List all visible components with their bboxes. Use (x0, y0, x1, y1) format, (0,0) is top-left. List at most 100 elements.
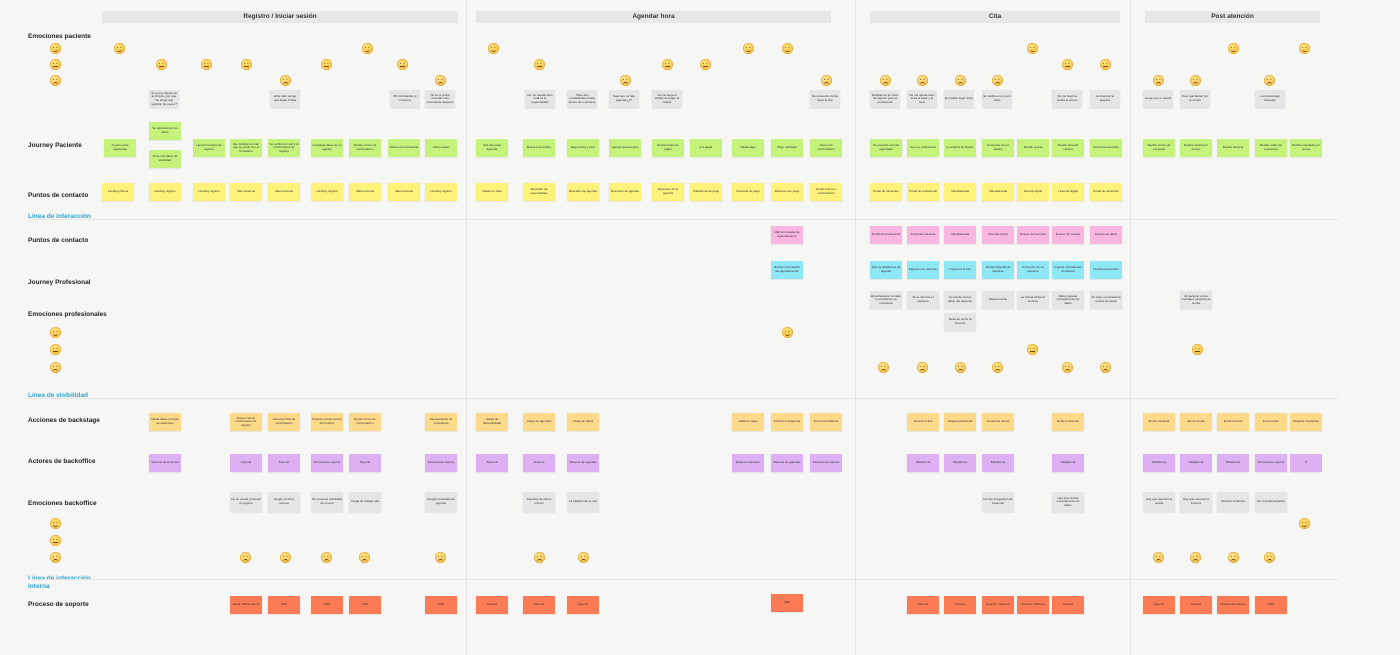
sticky-note-puntos-contacto-1: Landing registro (311, 183, 343, 201)
sticky-note-proceso-soporte: Soporte (907, 596, 939, 614)
neutral-face-icon (50, 59, 61, 70)
line-of-visibility-label: Línea de visibilidad (28, 392, 88, 399)
worried-face-icon (620, 75, 631, 86)
worried-face-icon (992, 362, 1003, 373)
smiling-face-icon (50, 43, 61, 54)
sticky-note-paciente-comments: No encuentro cómo dejar la cita (810, 90, 840, 108)
sticky-note-actores-backoffice: Personal de soporte (311, 454, 343, 472)
sticky-note-journey-paciente: Recibe correo de confirmación (349, 139, 381, 157)
sticky-note-journey-paciente: Correo de confirmación (810, 139, 842, 157)
sticky-note-puntos-contacto-1: Videollamada (944, 183, 976, 201)
sticky-note-puntos-contacto-1: Landing registro (149, 183, 181, 201)
sticky-note-profesional-comments: No sabe si el paciente recibió la receta (1090, 291, 1122, 309)
sticky-note-proceso-soporte: Mail (1255, 596, 1287, 614)
sticky-note-profesional-comments: Tarda en emitir la licencia (944, 313, 976, 331)
sticky-note-journey-paciente: Se equivocó en los datos (149, 122, 181, 140)
sticky-note-actores-backoffice: Plataforma (982, 454, 1014, 472)
neutral-face-icon (50, 535, 61, 546)
sticky-note-proceso-soporte: Mail (425, 596, 457, 614)
sticky-note-puntos-contacto-1: Pasarela de pago (732, 183, 764, 201)
row-label-journey-profesional: Journey Profesional (28, 279, 91, 286)
sticky-note-proceso-soporte: Soporte / Sistema (1017, 596, 1049, 614)
worried-face-icon (1228, 552, 1239, 563)
sticky-note-paciente-comments: No me llega el código del pago al celula… (652, 90, 682, 108)
sticky-note-acciones-backstage: Envía orden (1255, 413, 1287, 431)
sticky-note-journey-paciente: Busca a su doctor (523, 139, 555, 157)
sticky-note-acciones-backstage: Carga de disponibilidad (476, 413, 508, 431)
row-label-acciones-backstage: Acciones de backstage (28, 417, 100, 424)
smiling-face-icon (114, 43, 125, 54)
worried-face-icon (321, 552, 332, 563)
sticky-note-acciones-backstage: Envía mail de confirmación de registro (230, 413, 262, 431)
sticky-note-actores-backoffice: Plataforma (944, 454, 976, 472)
sticky-note-puntos-contacto-2: Portal del profesional (870, 226, 902, 244)
sticky-note-journey-paciente: Recibe licencia médica (1052, 139, 1084, 157)
sticky-note-acciones-backstage: Valida datos en base de pacientes (149, 413, 181, 431)
sticky-note-proceso-soporte: Soporte (523, 596, 555, 614)
sticky-note-actores-backoffice: Sistema financiero (732, 454, 764, 472)
sticky-note-backoffice-comments: Cargas manuales de agenda (425, 492, 457, 512)
sticky-note-profesional-comments: Debe ingresar manualmente los datos (1052, 291, 1084, 309)
worried-face-icon (50, 75, 61, 86)
row-label-puntos-contacto: Puntos de contacto (28, 192, 89, 199)
smiling-face-icon (50, 327, 61, 338)
sticky-note-puntos-contacto-2: Emisor de licencias (1017, 226, 1049, 244)
sticky-note-journey-paciente: Elige fecha y hora (567, 139, 599, 157)
worried-face-icon (435, 75, 446, 86)
sticky-note-profesional-comments: Sistema lento (982, 291, 1014, 309)
sticky-note-proceso-soporte: Sistema de soporte (1217, 596, 1249, 614)
sticky-note-puntos-contacto-1: Landing registro (425, 183, 457, 201)
sticky-note-backoffice-comments: Llegan muchos correos (268, 492, 300, 512)
sticky-note-puntos-contacto-1: Receta digital (1017, 183, 1049, 201)
sticky-note-acciones-backstage: Informa a la agenda (771, 413, 803, 431)
sticky-note-proceso-soporte: Mail (349, 596, 381, 614)
sticky-note-paciente-comments: No me queda claro si es el lugar y la ho… (907, 90, 937, 108)
sticky-note-proceso-soporte: Soporte (1180, 596, 1212, 614)
worried-face-icon (821, 75, 832, 86)
worried-face-icon (955, 75, 966, 86)
sticky-note-puntos-contacto-1: Mail personal (349, 183, 381, 201)
sticky-note-puntos-contacto-1: Teléfono / Sitio (476, 183, 508, 201)
sticky-note-journey-profesional: Conversa con el paciente (1017, 261, 1049, 279)
neutral-face-icon (241, 59, 252, 70)
worried-face-icon (578, 552, 589, 563)
sticky-note-profesional-comments: El profesional no sabe si el paciente se… (870, 291, 902, 309)
sticky-note-journey-paciente: Se conecta a la cita agendada (870, 139, 902, 157)
sticky-note-acciones-backstage: Genera la receta (982, 413, 1014, 431)
sticky-note-acciones-backstage: Envía correo de confirmación (349, 413, 381, 431)
row-label-emociones-paciente: Emociones paciente (28, 33, 91, 40)
sticky-note-puntos-contacto-2: Mail con detalle de agendamiento (771, 226, 803, 244)
worried-face-icon (534, 552, 545, 563)
neutral-face-icon (321, 59, 332, 70)
sticky-note-acciones-backstage: Registra resultados (1290, 413, 1322, 431)
worried-face-icon (280, 75, 291, 86)
sticky-note-puntos-contacto-1: Buscador de agenda (609, 183, 641, 201)
sticky-note-actores-backoffice: Personal de soporte (810, 454, 842, 472)
sticky-note-profesional-comments: La receta tarda en emitirse (1017, 291, 1049, 309)
sticky-note-actores-backoffice: Sistema de agendas (567, 454, 599, 472)
sticky-note-journey-paciente: Valida pago (732, 139, 764, 157)
neutral-face-icon (1062, 59, 1073, 70)
worried-face-icon (917, 75, 928, 86)
sticky-note-journey-paciente: Conversa con el médico (982, 139, 1014, 157)
sticky-note-journey-paciente: Recibe resultado por correo (1290, 139, 1322, 157)
sticky-note-puntos-contacto-1: Sitio personal (230, 183, 262, 201)
worried-face-icon (1100, 362, 1111, 373)
sticky-note-puntos-contacto-2: Videollamada (944, 226, 976, 244)
smiling-face-icon (1299, 43, 1310, 54)
sticky-note-puntos-contacto-1: Resumen de pago (771, 183, 803, 201)
worried-face-icon (1062, 362, 1073, 373)
worried-face-icon (435, 552, 446, 563)
sticky-note-paciente-comments: Mi contraseña no funciona (390, 90, 420, 108)
worried-face-icon (1153, 75, 1164, 86)
sticky-note-acciones-backstage: Envía encuesta (1143, 413, 1175, 431)
neutral-face-icon (201, 59, 212, 70)
smiling-face-icon (1228, 43, 1239, 54)
sticky-note-puntos-contacto-2: Emisor de recetas (1052, 226, 1084, 244)
worried-face-icon (992, 75, 1003, 86)
worried-face-icon (1190, 75, 1201, 86)
sticky-note-actores-backoffice: Plataforma (1143, 454, 1175, 472)
smiling-face-icon (1027, 43, 1038, 54)
sticky-note-acciones-backstage: Valida el pago (732, 413, 764, 431)
